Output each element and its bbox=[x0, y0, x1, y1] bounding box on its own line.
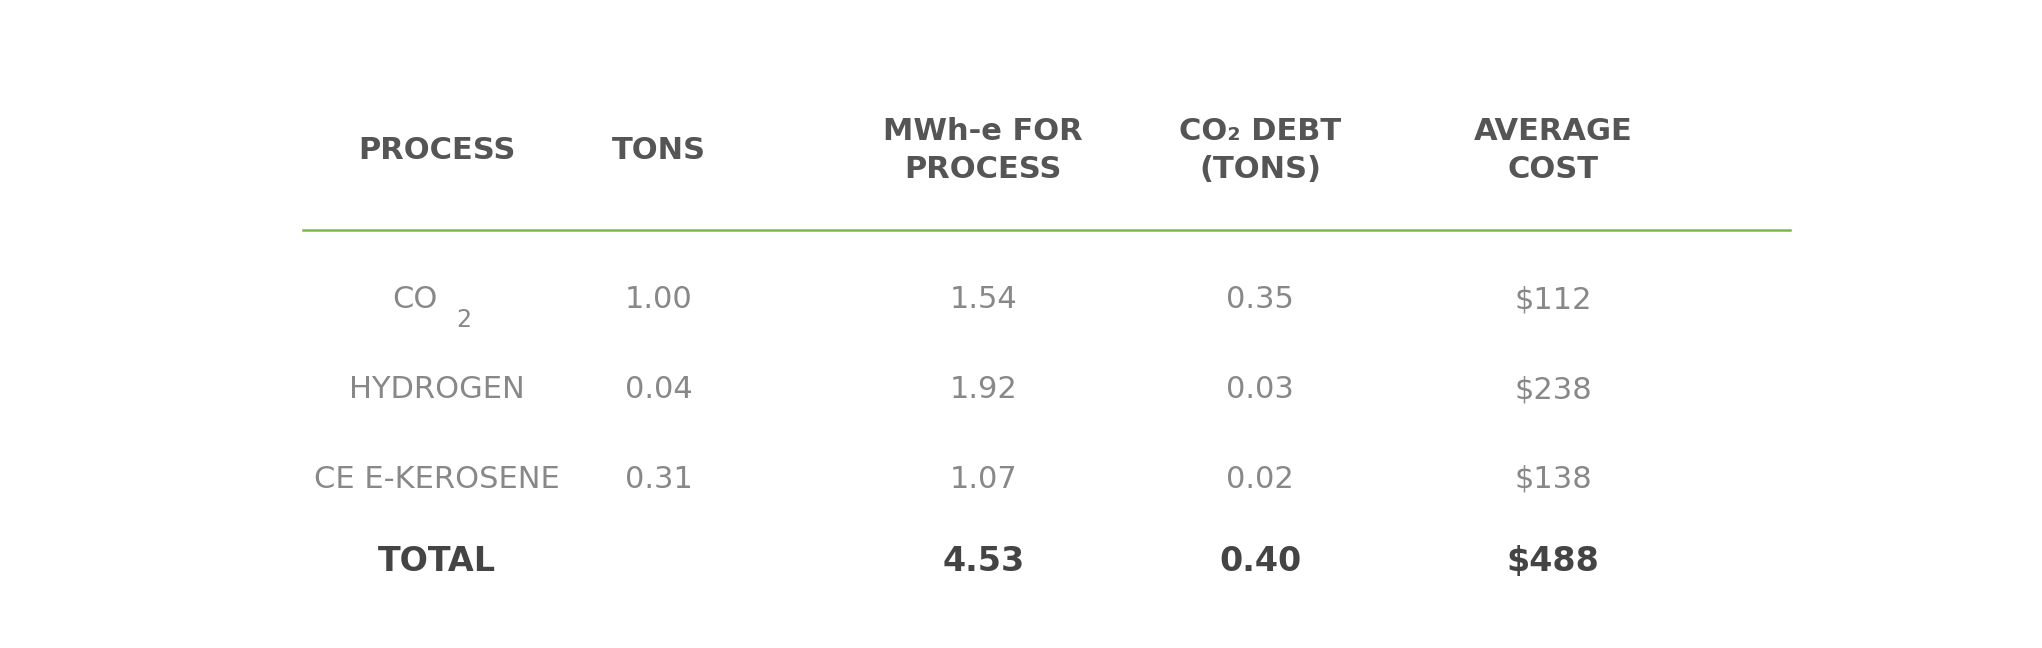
Text: $138: $138 bbox=[1513, 465, 1593, 494]
Text: 1.07: 1.07 bbox=[950, 465, 1017, 494]
Text: 0.02: 0.02 bbox=[1227, 465, 1295, 494]
Text: AVERAGE
COST: AVERAGE COST bbox=[1474, 117, 1632, 184]
Text: TOTAL: TOTAL bbox=[378, 545, 496, 578]
Text: TONS: TONS bbox=[613, 135, 707, 165]
Text: CO: CO bbox=[392, 285, 437, 314]
Text: 4.53: 4.53 bbox=[941, 545, 1025, 578]
Text: MWh-e FOR
PROCESS: MWh-e FOR PROCESS bbox=[884, 117, 1082, 184]
Text: 0.40: 0.40 bbox=[1219, 545, 1301, 578]
Text: 0.35: 0.35 bbox=[1227, 285, 1295, 314]
Text: PROCESS: PROCESS bbox=[359, 135, 517, 165]
Text: $488: $488 bbox=[1507, 545, 1599, 578]
Text: $238: $238 bbox=[1513, 375, 1593, 404]
Text: 0.03: 0.03 bbox=[1227, 375, 1295, 404]
Text: 1.92: 1.92 bbox=[950, 375, 1017, 404]
Text: 1.54: 1.54 bbox=[950, 285, 1017, 314]
Text: 0.31: 0.31 bbox=[625, 465, 692, 494]
Text: 0.04: 0.04 bbox=[625, 375, 692, 404]
Text: CE E-KEROSENE: CE E-KEROSENE bbox=[314, 465, 560, 494]
Text: 1.00: 1.00 bbox=[625, 285, 692, 314]
Text: 2: 2 bbox=[455, 308, 472, 332]
Text: $112: $112 bbox=[1515, 285, 1591, 314]
Text: HYDROGEN: HYDROGEN bbox=[349, 375, 525, 404]
Text: CO₂ DEBT
(TONS): CO₂ DEBT (TONS) bbox=[1178, 117, 1342, 184]
